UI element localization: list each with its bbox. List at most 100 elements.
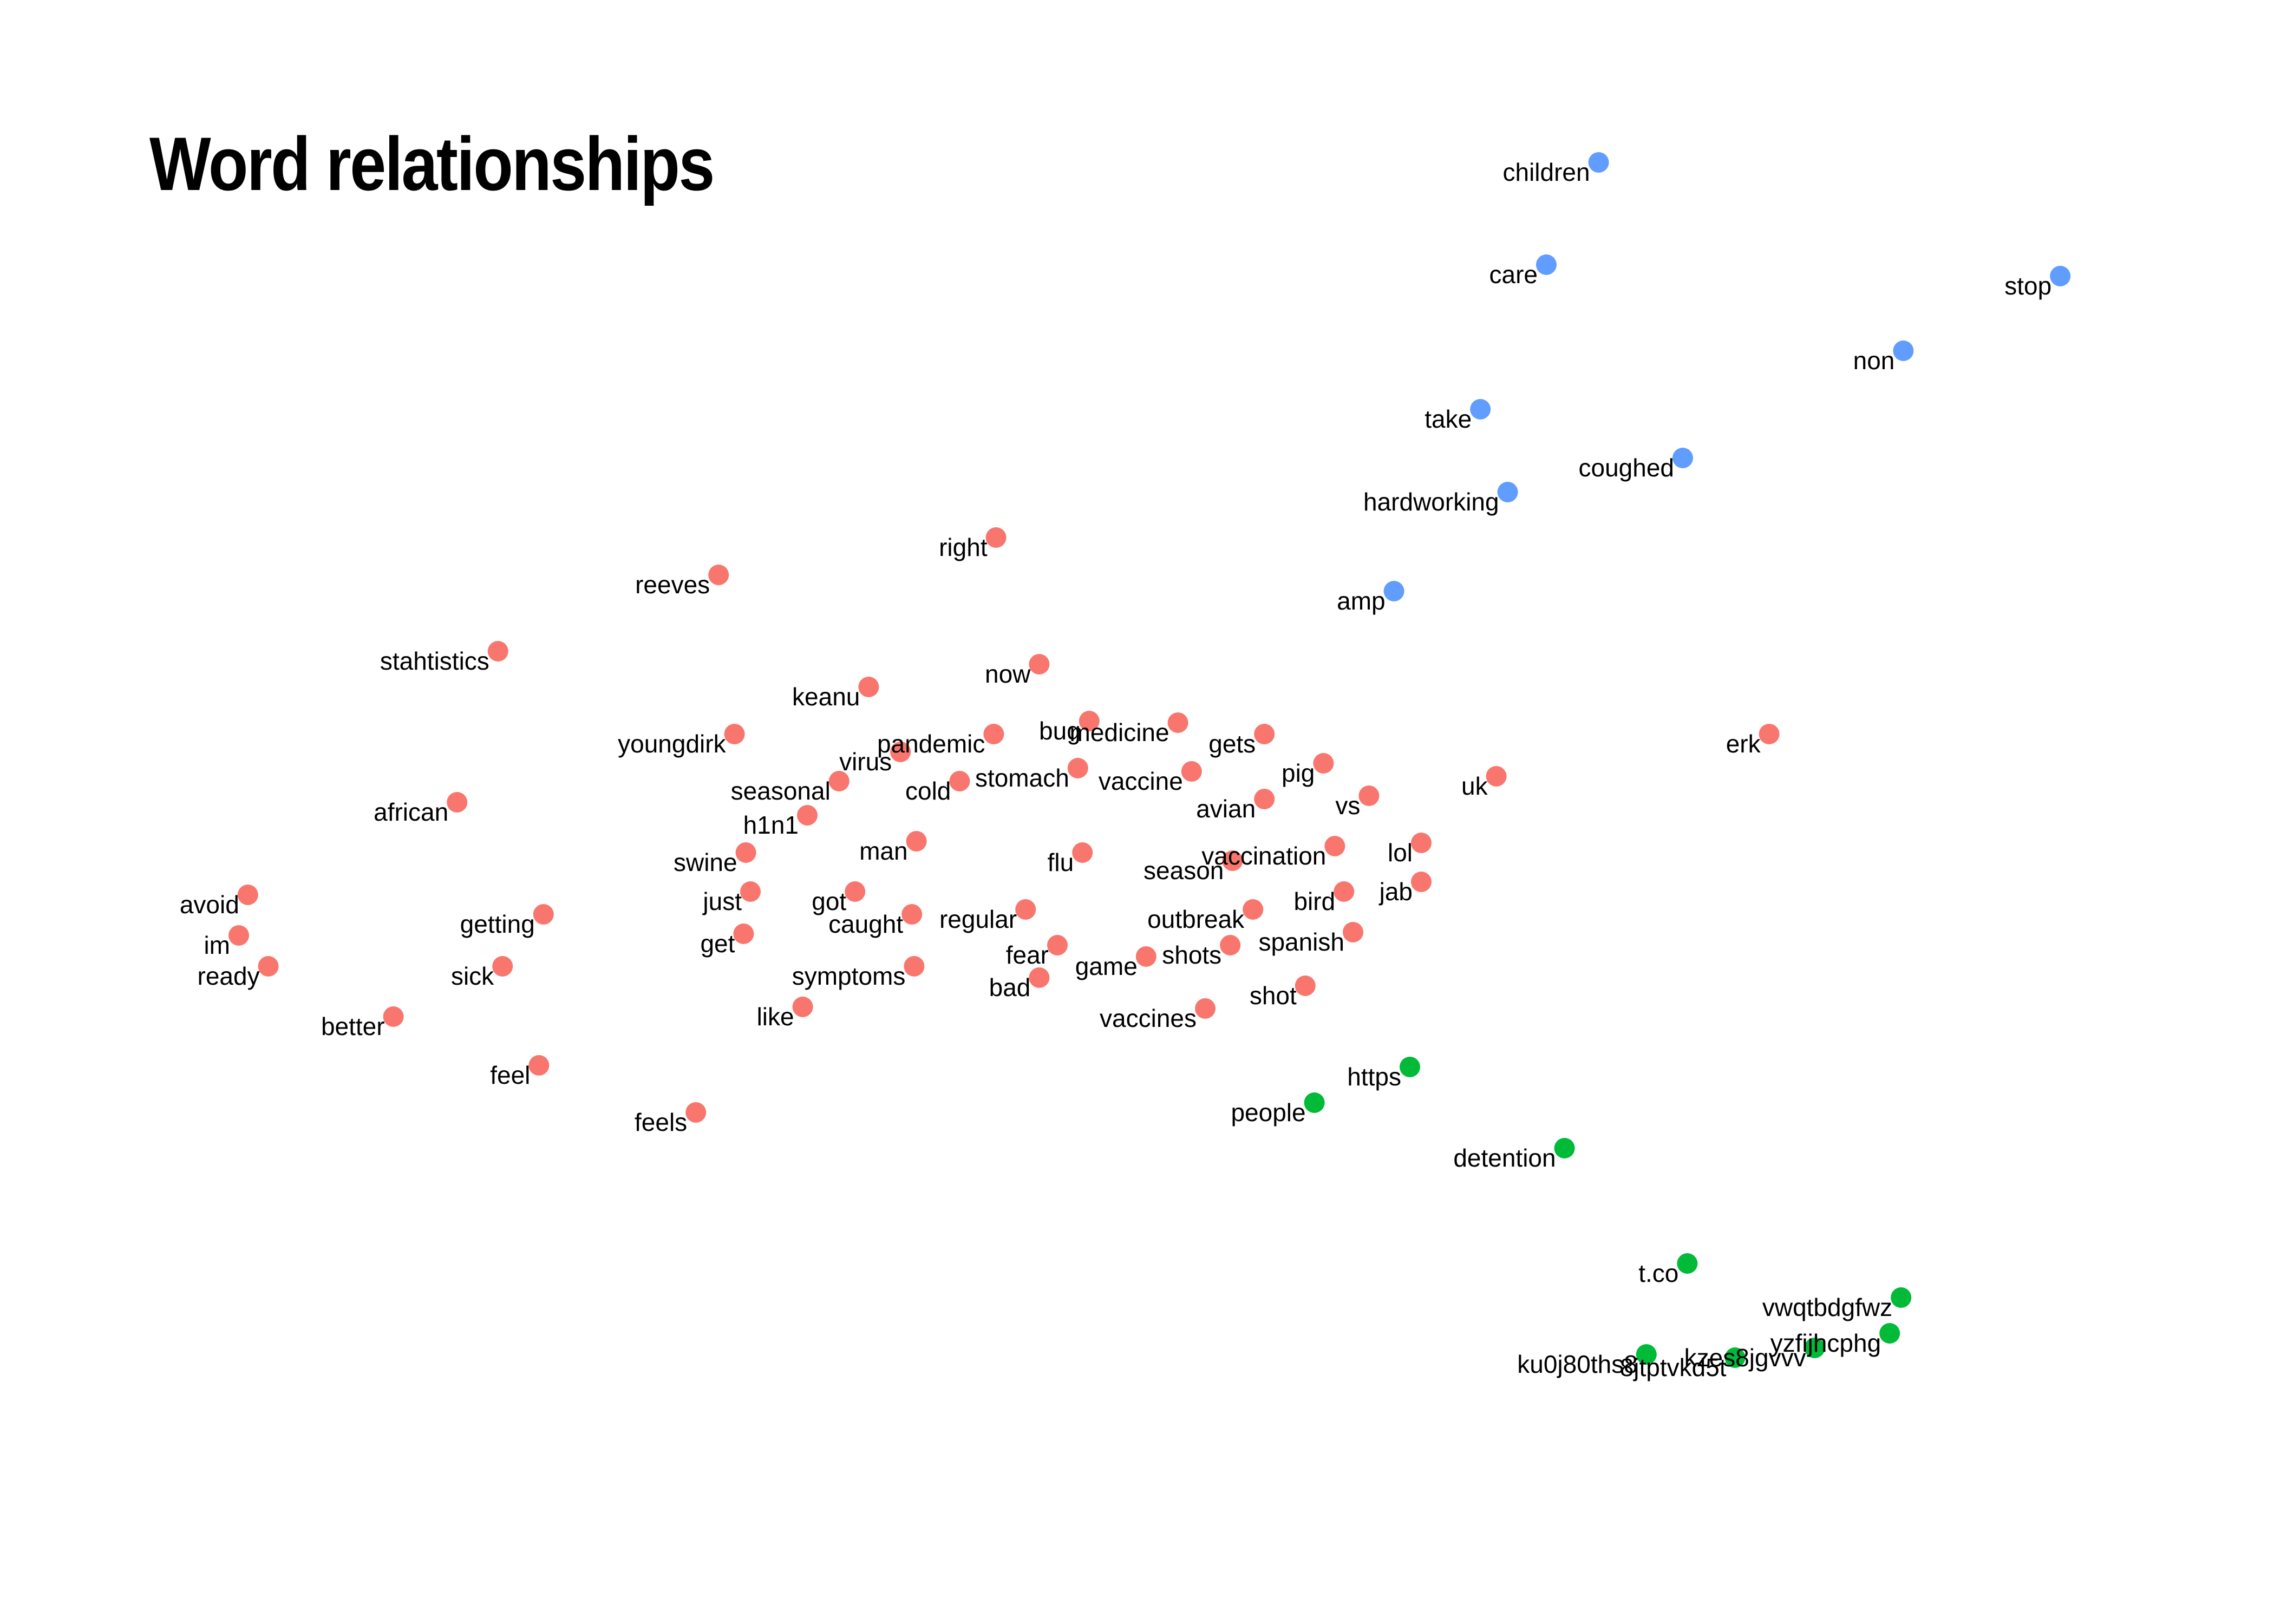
point-getting — [533, 904, 554, 925]
point-yzfijhcphg — [1879, 1323, 1900, 1344]
label-amp: amp — [1337, 587, 1385, 615]
label-people: people — [1231, 1098, 1305, 1127]
point-reeves — [708, 565, 729, 585]
point-right — [985, 527, 1007, 548]
point-season — [1222, 850, 1243, 871]
label-avian: avian — [1196, 795, 1256, 823]
point-lol — [1411, 833, 1432, 853]
label-gets: gets — [1208, 730, 1256, 758]
point-avoid — [237, 885, 258, 905]
point-fear — [1047, 935, 1068, 955]
label-now: now — [985, 660, 1031, 688]
point-spanish — [1343, 922, 1363, 942]
point-t-co — [1677, 1253, 1698, 1274]
point-coughed — [1672, 448, 1693, 468]
point-gets — [1254, 724, 1275, 744]
label-better: better — [321, 1012, 385, 1040]
label-jab: jab — [1378, 878, 1413, 906]
label-flu: flu — [1048, 848, 1074, 876]
label-kzes8jgvvv: kzes8jgvvv — [1684, 1344, 1806, 1372]
label-reeves: reeves — [635, 571, 710, 599]
label-swine: swine — [674, 848, 737, 876]
label-lol: lol — [1388, 839, 1413, 867]
point-pig — [1313, 753, 1334, 774]
label-t-co: t.co — [1638, 1259, 1678, 1287]
point-outbreak — [1243, 899, 1264, 920]
point-now — [1029, 654, 1050, 675]
label-african: african — [374, 798, 448, 826]
label-sick: sick — [451, 962, 494, 990]
point-feels — [685, 1102, 707, 1123]
point-children — [1588, 152, 1609, 173]
label-feel: feel — [490, 1061, 530, 1089]
label-season: season — [1143, 856, 1224, 885]
label-stahtistics: stahtistics — [380, 647, 489, 675]
point-bug — [1079, 711, 1100, 731]
point-jab — [1411, 872, 1432, 892]
label-uk: uk — [1461, 772, 1488, 800]
label-get: get — [700, 929, 735, 958]
label-fear: fear — [1006, 941, 1049, 969]
point-got — [845, 881, 866, 902]
label-take: take — [1424, 405, 1472, 433]
label-just: just — [702, 887, 742, 915]
point-virus — [890, 742, 911, 762]
label-vaccine: vaccine — [1099, 767, 1183, 795]
label-spanish: spanish — [1258, 928, 1344, 956]
point-vaccination — [1324, 836, 1345, 856]
point-cold — [949, 771, 970, 791]
point-better — [383, 1006, 404, 1027]
point-erk — [1759, 724, 1780, 744]
point-keanu — [858, 677, 879, 697]
label-vaccination: vaccination — [1201, 842, 1326, 870]
point-bird — [1334, 881, 1355, 902]
point-h1n1 — [797, 805, 818, 826]
label-erk: erk — [1726, 730, 1761, 758]
label-ku0j80ths8: ku0j80ths8 — [1517, 1350, 1638, 1378]
label-h1n1: h1n1 — [743, 811, 799, 839]
label-outbreak: outbreak — [1147, 905, 1245, 933]
point-hardworking — [1497, 482, 1518, 502]
label-medicine: medicine — [1070, 718, 1169, 746]
label-youngdirk: youngdirk — [618, 730, 726, 758]
point-game — [1135, 946, 1156, 967]
point-get — [733, 924, 754, 944]
label-children: children — [1503, 158, 1590, 186]
label-caught: caught — [828, 910, 903, 938]
point-amp — [1383, 581, 1404, 601]
label-vs: vs — [1335, 791, 1360, 820]
point-african — [447, 792, 468, 813]
point-stomach — [1067, 758, 1088, 778]
point-vaccine — [1181, 761, 1202, 782]
point-ready — [258, 956, 279, 977]
point-shot — [1295, 975, 1316, 996]
label-yzfijhcphg: yzfijhcphg — [1770, 1329, 1881, 1357]
label-shots: shots — [1162, 941, 1221, 969]
point-youngdirk — [724, 724, 745, 744]
label-right: right — [939, 533, 988, 561]
label-pig: pig — [1282, 759, 1315, 787]
point-vs — [1358, 785, 1380, 806]
label-avoid: avoid — [180, 890, 239, 919]
point-flu — [1072, 842, 1093, 863]
label-hardworking: hardworking — [1363, 488, 1499, 516]
point-stop — [2050, 266, 2071, 286]
label-game: game — [1075, 952, 1138, 980]
point-just — [740, 881, 761, 902]
label-like: like — [757, 1003, 794, 1031]
point-regular — [1015, 899, 1036, 920]
point-uk — [1486, 766, 1507, 787]
point-feel — [528, 1055, 550, 1076]
points-layer — [228, 152, 2071, 1368]
label-8jtptvkd5t: 8jtptvkd5t — [1620, 1353, 1727, 1381]
point-ku0j80ths8 — [1636, 1344, 1657, 1365]
point-im — [228, 925, 249, 946]
label-getting: getting — [460, 910, 535, 938]
label-cold: cold — [905, 777, 951, 805]
label-vwqtbdgfwz: vwqtbdgfwz — [1762, 1293, 1892, 1321]
point-8jtptvkd5t — [1724, 1347, 1746, 1368]
label-regular: regular — [939, 905, 1017, 933]
point-medicine — [1167, 712, 1188, 733]
label-keanu: keanu — [792, 683, 860, 711]
